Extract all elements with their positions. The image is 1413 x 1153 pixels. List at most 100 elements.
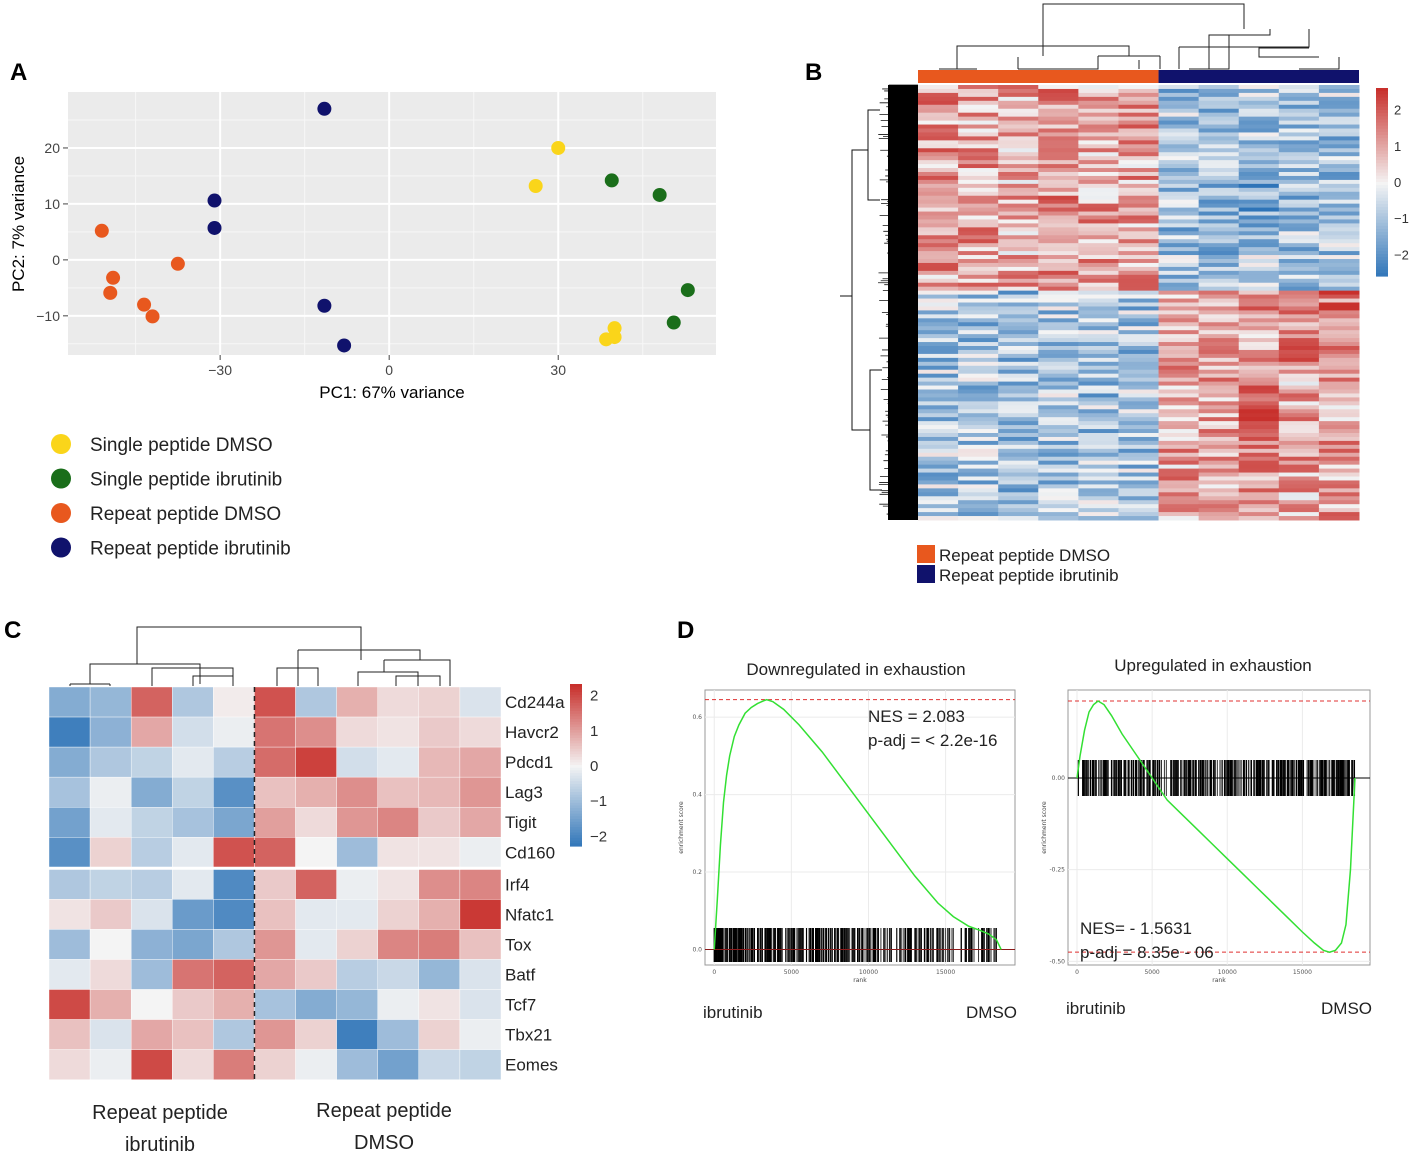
heatmap-c-cell: [418, 807, 461, 838]
heatmap-b-scale-step: [1376, 257, 1388, 261]
heatmap-b-cell: [1078, 88, 1119, 94]
heatmap-b-cell: [1038, 183, 1079, 189]
heatmap-b-cell: [998, 433, 1039, 438]
heatmap-b-cell: [1238, 361, 1280, 367]
heatmap-b-cell: [1158, 187, 1200, 193]
heatmap-b-cell: [1158, 480, 1200, 485]
heatmap-b-cell: [998, 456, 1039, 462]
heatmap-b-cell: [1158, 290, 1200, 296]
heatmap-b-cell: [1158, 512, 1200, 517]
heatmap-b-cell: [1238, 187, 1280, 193]
heatmap-b-cell: [998, 393, 1039, 398]
heatmap-b-cell: [1318, 401, 1360, 406]
heatmap-b-cell: [1038, 262, 1079, 268]
heatmap-c-cell: [459, 1049, 502, 1080]
heatmap-b-cell: [1238, 516, 1280, 521]
heatmap-b-cell: [1158, 484, 1200, 489]
heatmap-b-cell: [958, 349, 999, 355]
heatmap-b-cell: [1238, 298, 1280, 303]
heatmap-b-scale-step: [1376, 188, 1388, 192]
heatmap-c-cell: [418, 837, 461, 868]
heatmap-c-cell: [48, 716, 91, 748]
heatmap-b-cell: [918, 349, 959, 355]
heatmap-b-cell: [1278, 88, 1320, 94]
heatmap-b-cell: [918, 393, 959, 398]
heatmap-b-cell: [1238, 306, 1280, 311]
heatmap-b-cell: [1318, 294, 1360, 300]
heatmap-b-cell: [1158, 136, 1200, 141]
heatmap-b-cell: [1238, 286, 1280, 292]
heatmap-b-cell: [1278, 104, 1320, 110]
heatmap-c-cell: [336, 746, 378, 778]
heatmap-b-cell: [1158, 342, 1200, 347]
heatmap-b-cell: [1038, 270, 1079, 276]
heatmap-c-scale-label: 0: [590, 758, 598, 775]
gsea-x-axis-label: rank: [1212, 977, 1226, 984]
pca-x-axis-label: PC1: 67% variance: [319, 383, 465, 402]
heatmap-c-scale-step: [570, 751, 582, 755]
heatmap-b-cell: [1278, 187, 1320, 193]
heatmap-b-cell: [1158, 425, 1200, 430]
heatmap-c-cell: [89, 1049, 132, 1080]
heatmap-b-cell: [1038, 223, 1079, 228]
heatmap-b-cell: [958, 290, 999, 296]
heatmap-c-column-group-label: DMSO: [354, 1132, 414, 1153]
heatmap-b-cell: [1198, 195, 1240, 201]
heatmap-b-cell: [1118, 132, 1160, 137]
heatmap-b-cell: [1118, 247, 1160, 252]
heatmap-b-cell: [1118, 148, 1160, 153]
heatmap-b-cell: [1038, 500, 1079, 505]
heatmap-b-cell: [1158, 444, 1200, 450]
heatmap-b-cell: [1078, 338, 1119, 343]
heatmap-b-cell: [918, 480, 959, 485]
heatmap-c-column-group-label: ibrutinib: [125, 1134, 195, 1153]
heatmap-b-cell: [1078, 298, 1119, 303]
heatmap-c-cell: [295, 869, 337, 900]
heatmap-b-cell: [918, 318, 959, 323]
heatmap-b-cell: [1038, 516, 1079, 521]
heatmap-b-cell: [1318, 215, 1360, 220]
heatmap-b-cell: [1238, 436, 1280, 442]
heatmap-b-cell: [1158, 346, 1200, 351]
heatmap-b-cell: [1278, 144, 1320, 149]
heatmap-b-cell: [1238, 96, 1280, 102]
gsea-x-tick-label: 15000: [1293, 969, 1312, 976]
heatmap-b-cell: [1038, 124, 1079, 129]
heatmap-b-scale-step: [1376, 116, 1388, 120]
heatmap-b-cell: [1238, 377, 1280, 383]
heatmap-b-cell: [918, 227, 959, 232]
heatmap-b-cell: [998, 160, 1039, 165]
heatmap-b-cell: [958, 140, 999, 145]
heatmap-b-cell: [918, 389, 959, 394]
heatmap-b-group-bar-segment: [918, 70, 1159, 83]
heatmap-b-cell: [958, 389, 999, 394]
heatmap-b-cell: [918, 342, 959, 347]
heatmap-b-cell: [1118, 452, 1160, 458]
pca-x-tick-label: 0: [385, 362, 393, 378]
heatmap-c-scale-step: [570, 727, 582, 731]
heatmap-b-scale-step: [1376, 94, 1388, 98]
heatmap-b-cell: [918, 108, 959, 114]
heatmap-c-scale-step: [570, 786, 582, 790]
heatmap-c-scale-step: [570, 821, 582, 825]
heatmap-b-cell: [958, 227, 999, 232]
heatmap-b-scale-step: [1376, 260, 1388, 265]
heatmap-b-cell: [1318, 164, 1360, 169]
heatmap-b-cell: [998, 251, 1039, 256]
heatmap-b-cell: [1318, 211, 1360, 216]
heatmap-b-cell: [1118, 104, 1160, 110]
heatmap-b-cell: [1038, 298, 1079, 303]
heatmap-b-cell: [1158, 219, 1200, 224]
heatmap-b-cell: [958, 88, 999, 94]
heatmap-b-cell: [1118, 219, 1160, 224]
heatmap-b-cell: [958, 120, 999, 126]
heatmap-b-cell: [1198, 318, 1240, 323]
heatmap-b-cell: [1158, 314, 1200, 319]
heatmap-b-cell: [1238, 369, 1280, 375]
heatmap-b-cell: [998, 421, 1039, 426]
heatmap-b-cell: [1198, 152, 1240, 157]
heatmap-b-cell: [998, 496, 1039, 501]
heatmap-b-cell: [1158, 144, 1200, 149]
heatmap-b-cell: [1078, 215, 1119, 220]
heatmap-b-cell: [1158, 373, 1200, 379]
